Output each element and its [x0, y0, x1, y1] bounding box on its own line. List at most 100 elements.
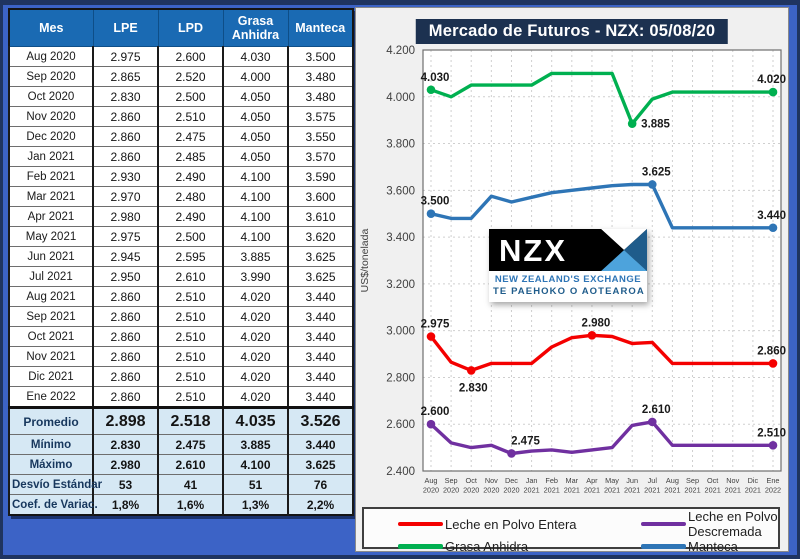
y-tick-label: 2.600 — [386, 419, 415, 431]
data-point-label: 4.020 — [757, 74, 786, 86]
table-row: Ene 2022 2.860 2.510 4.020 3.440 — [8, 386, 354, 408]
data-point-marker — [466, 366, 476, 375]
table-row: Nov 2020 2.860 2.510 4.050 3.575 — [8, 106, 354, 127]
series-line-leche-en-polvo-descremada — [429, 420, 775, 456]
data-point-label: 2.860 — [757, 345, 786, 357]
legend-entry: Grasa Anhidra — [398, 539, 641, 554]
data-point-marker — [507, 449, 516, 458]
x-tick-label: Jun 2021 — [624, 476, 640, 495]
data-point-marker — [426, 85, 436, 95]
data-point-marker — [426, 419, 436, 429]
summary-row: Máximo 2.980 2.610 4.100 3.625 — [8, 454, 354, 475]
series-line-grasa-anhidra — [429, 71, 775, 126]
legend-entry: Manteca — [641, 539, 778, 554]
y-tick-label: 2.800 — [386, 372, 415, 384]
col-header-mes: Mes — [8, 8, 94, 47]
table-row: Oct 2020 2.830 2.500 4.050 3.480 — [8, 86, 354, 107]
data-point-label: 4.030 — [421, 72, 450, 84]
y-axis-title: US$/tonelada — [359, 229, 371, 293]
table-row: Apr 2021 2.980 2.490 4.100 3.610 — [8, 206, 354, 227]
summary-row: Promedio 2.898 2.518 4.035 3.526 — [8, 406, 354, 435]
nzx-logo-text: NZX — [499, 232, 567, 268]
table-row: Aug 2021 2.860 2.510 4.020 3.440 — [8, 286, 354, 307]
futures-chart-panel: 4.200 4.000 3.800 3.600 3.400 3.200 3.000 2.800… — [355, 7, 789, 554]
x-tick-label: Feb 2021 — [544, 476, 560, 495]
data-point-marker — [647, 180, 657, 189]
summary-row: Coef. de Variac. 1,8% 1,6% 1,3% 2,2% — [8, 494, 354, 516]
data-point-label: 2.610 — [642, 404, 671, 416]
y-tick-label: 3.000 — [386, 326, 415, 338]
data-point-marker — [768, 440, 778, 450]
nzx-logo: NZX NEW ZEALAND'S EXCHANGE TE PAEHOKO O … — [489, 229, 647, 302]
table-row: Feb 2021 2.930 2.490 4.100 3.590 — [8, 166, 354, 187]
series-line-manteca — [429, 182, 775, 230]
x-tick-label: Jul 2021 — [644, 476, 660, 495]
y-tick-label: 4.000 — [386, 92, 415, 104]
legend-label: Leche en Polvo Entera — [445, 516, 577, 532]
table-row: Mar 2021 2.970 2.480 4.100 3.600 — [8, 186, 354, 207]
table-row: Sep 2021 2.860 2.510 4.020 3.440 — [8, 306, 354, 327]
data-point-label: 2.980 — [582, 317, 611, 329]
summary-row: Mínimo 2.830 2.475 3.885 3.440 — [8, 434, 354, 455]
legend-swatch-icon — [398, 544, 443, 549]
futures-table: Mes LPE LPD Grasa Anhidra Manteca Aug 20… — [8, 8, 354, 516]
table-header-row: Mes LPE LPD Grasa Anhidra Manteca — [8, 8, 354, 47]
data-point-marker — [768, 87, 778, 97]
y-tick-label: 3.800 — [386, 139, 415, 151]
futures-table-panel: Mes LPE LPD Grasa Anhidra Manteca Aug 20… — [8, 8, 354, 516]
y-tick-label: 3.400 — [386, 232, 415, 244]
table-row: Jul 2021 2.950 2.610 3.990 3.625 — [8, 266, 354, 287]
x-tick-label: Mar 2021 — [564, 476, 580, 495]
data-point-marker — [426, 332, 436, 341]
data-point-label: 2.600 — [421, 406, 450, 418]
x-tick-label: Sep 2021 — [684, 476, 700, 495]
data-point-label: 3.440 — [757, 210, 786, 222]
x-tick-label: Dec 2020 — [503, 476, 519, 495]
data-point-marker — [587, 331, 597, 340]
data-point-label: 2.510 — [757, 427, 786, 439]
col-header-lpe: LPE — [92, 8, 159, 47]
col-header-grasa: Grasa Anhidra — [222, 8, 289, 47]
legend-swatch-icon — [641, 521, 686, 527]
data-point-label: 2.475 — [511, 435, 540, 447]
table-row: Nov 2021 2.860 2.510 4.020 3.440 — [8, 346, 354, 367]
x-tick-label: Oct 2021 — [705, 476, 721, 495]
x-tick-label: Dic 2021 — [745, 476, 761, 495]
data-point-label: 3.885 — [641, 119, 670, 131]
legend-label: Grasa Anhidra — [445, 539, 529, 554]
data-point-label: 3.625 — [642, 166, 671, 178]
legend-swatch-icon — [398, 521, 443, 527]
x-tick-label: Sep 2020 — [443, 476, 459, 495]
y-tick-label: 3.600 — [386, 185, 415, 197]
data-point-marker — [647, 417, 657, 427]
legend-swatch-icon — [641, 544, 686, 549]
table-row: Sep 2020 2.865 2.520 4.000 3.480 — [8, 66, 354, 87]
data-point-marker — [768, 223, 778, 233]
table-row: Dic 2021 2.860 2.510 4.020 3.440 — [8, 366, 354, 387]
legend-entry: Leche en Polvo Entera — [398, 517, 641, 532]
summary-row: Desvío Estándar 53 41 51 76 — [8, 474, 354, 495]
legend-label: Manteca — [688, 539, 738, 554]
nzx-logo-mark-icon — [601, 229, 647, 271]
x-tick-label: Oct 2020 — [463, 476, 479, 495]
x-tick-label: Nov 2020 — [483, 476, 499, 495]
col-header-manteca: Manteca — [287, 8, 354, 47]
table-row: Jun 2021 2.945 2.595 3.885 3.625 — [8, 246, 354, 267]
y-tick-label: 4.200 — [386, 45, 415, 57]
table-row: Dec 2020 2.860 2.475 4.050 3.550 — [8, 126, 354, 147]
table-row: May 2021 2.975 2.500 4.100 3.620 — [8, 226, 354, 247]
x-tick-label: Jan 2021 — [523, 476, 539, 495]
x-tick-label: Aug 2020 — [423, 476, 439, 495]
legend-label: Leche en Polvo Descremada — [688, 509, 778, 539]
legend-entry: Leche en Polvo Descremada — [641, 509, 778, 539]
col-header-lpd: LPD — [157, 8, 224, 47]
x-tick-label: Apr 2021 — [584, 476, 600, 495]
table-row: Aug 2020 2.975 2.600 4.030 3.500 — [8, 46, 354, 67]
data-point-marker — [768, 359, 778, 368]
data-point-marker — [627, 119, 637, 128]
chart-legend: Leche en Polvo Entera Leche en Polvo Desc… — [362, 507, 780, 554]
x-tick-label: Nov 2021 — [725, 476, 741, 495]
series-line-leche-en-polvo-entera — [429, 333, 775, 373]
x-tick-label: May 2021 — [604, 476, 620, 495]
